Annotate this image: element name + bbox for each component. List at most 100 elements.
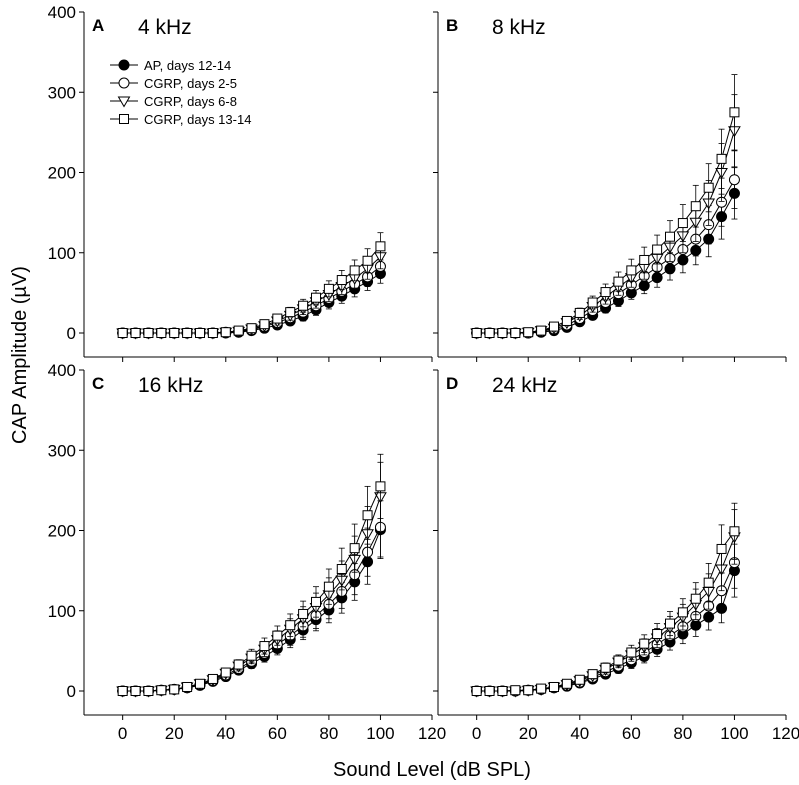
- data-point: [729, 526, 740, 537]
- panel-letter: A: [92, 16, 104, 35]
- y-tick-label: 300: [48, 83, 76, 102]
- data-point: [484, 686, 495, 696]
- data-point: [587, 669, 598, 680]
- data-point: [703, 577, 714, 588]
- panel-title: 8 kHz: [492, 16, 546, 39]
- y-tick-label: 200: [48, 164, 76, 183]
- legend-marker: [118, 77, 130, 89]
- data-point: [561, 315, 572, 326]
- data-point: [336, 564, 347, 575]
- y-tick-label: 0: [67, 682, 76, 701]
- data-point: [639, 254, 650, 265]
- data-point: [561, 678, 572, 689]
- data-point: [182, 328, 193, 338]
- data-point: [587, 297, 598, 308]
- data-point: [484, 328, 495, 338]
- x-axis-title: Sound Level (dB SPL): [333, 759, 531, 781]
- data-point: [716, 153, 727, 164]
- data-point: [117, 686, 128, 696]
- data-point: [716, 543, 727, 554]
- data-point: [497, 328, 508, 338]
- data-point: [600, 662, 611, 673]
- x-tick-label: 20: [165, 724, 184, 743]
- x-tick-label: 60: [622, 724, 641, 743]
- data-point: [130, 686, 141, 696]
- y-tick-label: 100: [48, 244, 76, 263]
- data-point: [169, 328, 180, 338]
- data-point: [690, 201, 701, 212]
- data-point: [652, 244, 663, 255]
- panel-title: 24 kHz: [492, 374, 557, 397]
- x-tick-label: 20: [519, 724, 538, 743]
- x-tick-label: 100: [720, 724, 748, 743]
- data-point: [195, 328, 205, 338]
- data-point: [143, 328, 154, 338]
- data-point: [375, 241, 386, 252]
- data-point: [336, 275, 347, 286]
- data-point: [471, 686, 482, 696]
- data-point: [246, 650, 257, 661]
- data-point: [375, 481, 386, 492]
- data-point: [677, 218, 688, 229]
- data-point: [207, 328, 218, 338]
- series-4: [117, 232, 386, 338]
- series-1: [471, 167, 740, 339]
- data-point: [536, 683, 547, 694]
- legend-label: CGRP, days 13-14: [144, 112, 251, 127]
- data-point: [728, 174, 740, 186]
- y-tick-label: 400: [48, 3, 76, 22]
- data-point: [130, 328, 141, 338]
- data-point: [574, 674, 585, 685]
- y-tick-label: 200: [48, 522, 76, 541]
- data-point: [497, 686, 508, 696]
- data-point: [523, 685, 534, 696]
- data-point: [652, 629, 663, 640]
- data-point: [665, 231, 675, 242]
- legend-label: CGRP, days 6-8: [144, 94, 237, 109]
- data-point: [536, 325, 547, 336]
- data-point: [285, 620, 296, 631]
- y-tick-label: 300: [48, 441, 76, 460]
- legend-label: CGRP, days 2-5: [144, 76, 237, 91]
- data-point: [323, 283, 334, 294]
- data-point: [362, 255, 373, 266]
- panel-b: B 8 kHz: [433, 11, 787, 362]
- panel-title: 16 kHz: [138, 374, 203, 397]
- data-point: [626, 265, 637, 276]
- data-point: [665, 618, 675, 629]
- data-point: [523, 327, 534, 338]
- y-axis-title: CAP Amplitude (µV): [9, 266, 31, 444]
- data-point: [677, 607, 688, 618]
- y-tick-label: 400: [48, 361, 76, 380]
- data-point: [549, 321, 559, 332]
- data-point: [471, 328, 482, 338]
- data-point: [613, 276, 624, 287]
- data-point: [233, 659, 244, 670]
- data-point: [182, 681, 193, 692]
- data-point: [323, 581, 334, 592]
- data-point: [298, 300, 309, 311]
- x-tick-label: 80: [673, 724, 692, 743]
- x-tick-label: 40: [216, 724, 235, 743]
- data-point: [349, 543, 360, 554]
- panel-letter: D: [446, 374, 458, 393]
- y-tick-label: 100: [48, 602, 76, 621]
- x-tick-label: 120: [772, 724, 799, 743]
- data-point: [233, 325, 244, 336]
- data-point: [349, 265, 360, 276]
- panel-title: 4 kHz: [138, 16, 192, 39]
- x-tick-label: 120: [418, 724, 446, 743]
- data-point: [311, 596, 321, 607]
- data-point: [220, 667, 231, 678]
- data-point: [600, 287, 611, 298]
- data-point: [510, 328, 521, 338]
- panel-a: 0 100 200 300 400 A 4 kHz AP, days 12-14 CGRP, d…: [48, 3, 433, 362]
- series-4: [471, 502, 740, 696]
- data-point: [639, 638, 650, 649]
- data-point: [311, 292, 321, 303]
- x-tick-label: 0: [472, 724, 481, 743]
- data-point: [156, 685, 167, 696]
- data-point: [272, 313, 283, 324]
